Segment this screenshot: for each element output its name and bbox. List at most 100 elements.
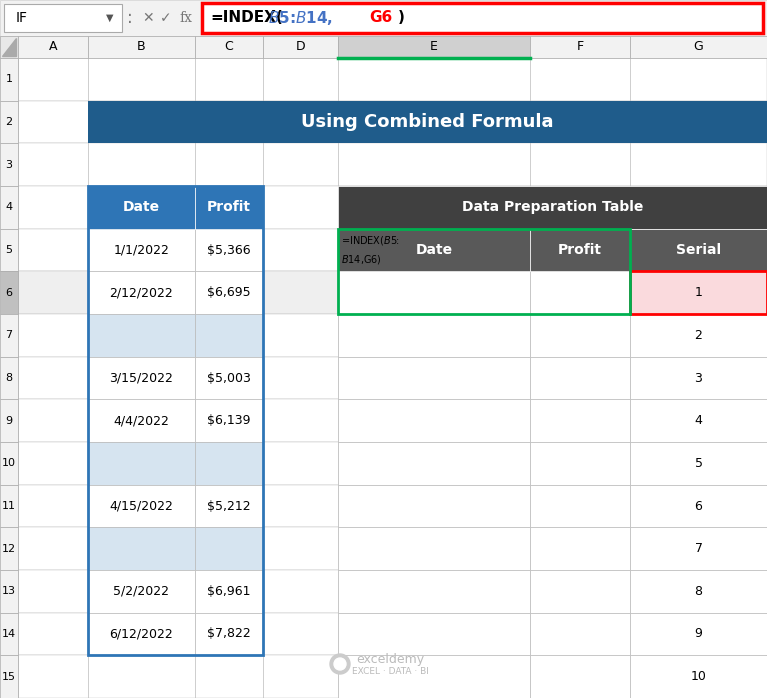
Text: 2/12/2022: 2/12/2022 [110,286,173,299]
Bar [0,36,18,58]
Bar [630,655,767,698]
Bar [88,229,195,272]
Text: $6,695: $6,695 [207,286,251,299]
Bar [88,314,195,357]
Bar [338,484,530,527]
Text: D: D [296,40,305,54]
Bar [338,613,530,655]
Bar [0,186,18,229]
Text: 9: 9 [5,416,12,426]
Bar [88,399,195,442]
Bar [88,527,195,570]
Bar [338,272,530,314]
Bar [338,357,530,399]
Bar [195,484,263,527]
Text: 12: 12 [2,544,16,554]
Bar [0,357,18,399]
Bar [0,229,18,272]
Text: $5,212: $5,212 [207,500,251,512]
Bar [530,570,630,613]
Bar [630,484,767,527]
Bar [338,442,530,484]
Bar [338,570,530,613]
Bar [18,36,88,58]
Text: 2: 2 [695,329,703,342]
Bar [195,229,263,272]
Text: A: A [49,40,58,54]
Bar [18,314,767,357]
Bar [338,229,630,314]
Bar [530,399,630,442]
Bar [88,186,195,229]
Text: =INDEX(: =INDEX( [210,10,283,26]
Bar [630,36,767,58]
Text: Data Preparation Table: Data Preparation Table [462,200,644,214]
Text: 6/12/2022: 6/12/2022 [110,628,173,641]
Text: Serial: Serial [676,243,721,257]
Bar [530,314,630,357]
Bar [530,484,630,527]
Bar [0,0,767,36]
Text: 7: 7 [5,330,12,341]
Bar [88,484,195,527]
Bar [630,570,767,613]
Bar [18,570,767,613]
Text: 10: 10 [2,459,16,468]
Text: 5: 5 [5,245,12,255]
Text: 9: 9 [695,628,703,641]
Text: 3: 3 [695,371,703,385]
Bar [195,36,263,58]
Bar [195,442,263,484]
Bar [0,143,18,186]
Bar [630,229,767,272]
Bar [195,272,263,314]
Text: C: C [225,40,233,54]
Text: Profit: Profit [207,200,251,214]
Bar [0,570,18,613]
Bar [530,36,630,58]
Bar [195,357,263,399]
Text: 13: 13 [2,586,16,596]
Bar [338,36,530,58]
Text: 1: 1 [695,286,703,299]
Bar [18,399,767,442]
Bar [18,272,767,314]
Bar [88,357,195,399]
Bar [18,229,767,272]
Bar [202,3,763,33]
Text: F: F [577,40,584,54]
Bar [18,484,767,527]
Bar [18,442,767,484]
Bar [530,613,630,655]
Text: 6: 6 [5,288,12,297]
Text: =INDEX($B$5:: =INDEX($B$5: [341,234,400,247]
Bar [18,527,767,570]
Text: ✓: ✓ [160,11,172,25]
Bar [630,314,767,357]
Bar [338,655,530,698]
Text: $5,366: $5,366 [207,244,251,256]
Bar [195,613,263,655]
Text: $B$5:$B$14,: $B$5:$B$14, [268,9,333,27]
Bar [0,399,18,442]
Bar [18,655,767,698]
Text: 4: 4 [695,414,703,427]
Bar [88,36,195,58]
Bar [338,314,530,357]
Bar [0,527,18,570]
Bar [338,399,530,442]
Text: $7,822: $7,822 [207,628,251,641]
Text: 8: 8 [694,585,703,597]
Bar [18,58,767,101]
Bar [18,143,767,186]
Bar [88,613,195,655]
Text: exceldemy: exceldemy [356,653,424,667]
Bar [338,527,530,570]
Bar [0,58,18,101]
Text: 4: 4 [5,202,12,212]
Bar [195,570,263,613]
Bar [630,527,767,570]
Text: E: E [430,40,438,54]
Bar [18,186,767,229]
Text: 7: 7 [694,542,703,555]
